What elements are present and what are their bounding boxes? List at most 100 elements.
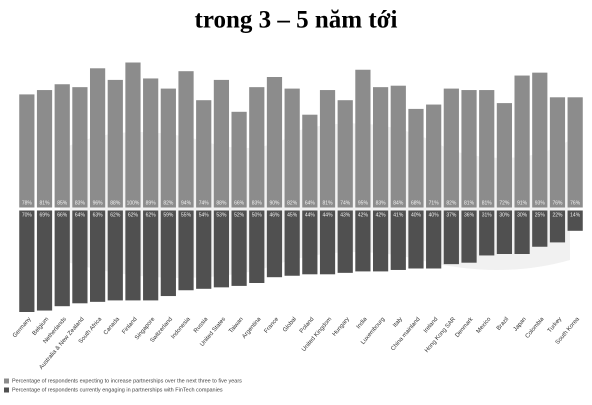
value-label: 93% — [535, 200, 546, 206]
value-label: 85% — [57, 200, 68, 206]
value-label: 52% — [234, 212, 245, 218]
bar — [496, 103, 513, 208]
bar — [178, 210, 194, 291]
value-label: 62% — [146, 212, 157, 218]
value-label: 66% — [57, 212, 68, 218]
value-label: 94% — [181, 200, 192, 206]
bar — [372, 87, 389, 208]
bar — [443, 210, 459, 265]
value-label: 88% — [110, 200, 121, 206]
value-label: 62% — [128, 212, 139, 218]
bar — [36, 90, 53, 208]
bar — [107, 210, 123, 301]
value-label: 64% — [305, 200, 316, 206]
bar — [514, 210, 530, 254]
bar — [426, 210, 442, 269]
value-label: 88% — [216, 200, 227, 206]
value-label: 89% — [146, 200, 157, 206]
value-label: 76% — [552, 200, 563, 206]
value-label: 66% — [234, 200, 245, 206]
value-label: 74% — [199, 200, 210, 206]
legend-label: Percentage of respondents currently enga… — [12, 387, 223, 393]
bar — [319, 90, 336, 208]
value-label: 83% — [252, 200, 263, 206]
value-label: 40% — [411, 212, 422, 218]
value-label: 42% — [376, 212, 387, 218]
chart-title: trong 3 – 5 năm tới — [195, 7, 398, 34]
bar — [337, 210, 353, 273]
bar — [72, 210, 88, 304]
bar — [231, 111, 247, 208]
bar — [231, 210, 247, 286]
value-label: 81% — [482, 200, 493, 206]
value-label: 36% — [464, 212, 475, 218]
value-label: 59% — [163, 212, 174, 218]
bar — [213, 210, 230, 288]
x-tick-label: Italy — [392, 316, 404, 328]
bar — [196, 100, 212, 208]
value-label: 53% — [216, 212, 227, 218]
bar — [36, 210, 53, 311]
value-label: 100% — [127, 200, 140, 206]
bar — [426, 104, 442, 208]
value-label: 82% — [163, 200, 174, 206]
bar — [213, 79, 230, 208]
bar — [461, 210, 477, 263]
value-label: 62% — [110, 212, 121, 218]
value-label: 63% — [93, 212, 104, 218]
value-label: 76% — [570, 200, 581, 206]
bar — [355, 69, 371, 208]
value-label: 82% — [287, 200, 298, 206]
value-label: 44% — [323, 212, 334, 218]
value-label: 90% — [269, 200, 280, 206]
value-label: 45% — [287, 212, 298, 218]
bar — [443, 88, 459, 208]
value-label: 81% — [464, 200, 475, 206]
bar — [284, 210, 300, 276]
value-label: 54% — [199, 212, 210, 218]
bar — [89, 210, 106, 302]
value-label: 25% — [535, 212, 546, 218]
bar — [89, 68, 106, 208]
bar — [319, 210, 336, 275]
bar — [143, 78, 159, 208]
bar — [408, 210, 424, 269]
bar — [249, 210, 265, 283]
value-label: 83% — [376, 200, 387, 206]
bar — [479, 210, 495, 256]
bar — [337, 100, 353, 208]
bar — [249, 87, 265, 208]
value-label: 74% — [340, 200, 351, 206]
bar — [390, 85, 406, 208]
bar — [567, 210, 583, 231]
legend-swatch — [4, 378, 9, 384]
legend-label: Percentage of respondents expecting to i… — [12, 378, 242, 384]
value-label: 41% — [393, 212, 404, 218]
bar — [266, 77, 283, 208]
value-label: 31% — [482, 212, 493, 218]
bar — [107, 79, 123, 208]
bar — [496, 210, 513, 254]
bar — [532, 210, 548, 247]
value-label: 83% — [75, 200, 86, 206]
bar — [567, 97, 583, 208]
bar — [390, 210, 406, 270]
value-label: 71% — [429, 200, 440, 206]
bar — [196, 210, 212, 289]
bar — [532, 72, 548, 208]
value-label: 30% — [517, 212, 528, 218]
bar — [54, 210, 70, 307]
bar — [160, 88, 176, 208]
value-label: 22% — [552, 212, 563, 218]
bar — [549, 210, 566, 243]
bar — [461, 90, 477, 208]
bar — [160, 210, 176, 297]
bar — [19, 94, 35, 208]
value-label: 50% — [252, 212, 263, 218]
bar — [178, 71, 194, 208]
bar — [266, 210, 283, 278]
bar — [372, 210, 389, 272]
value-label: 81% — [40, 200, 51, 206]
value-label: 78% — [22, 200, 33, 206]
